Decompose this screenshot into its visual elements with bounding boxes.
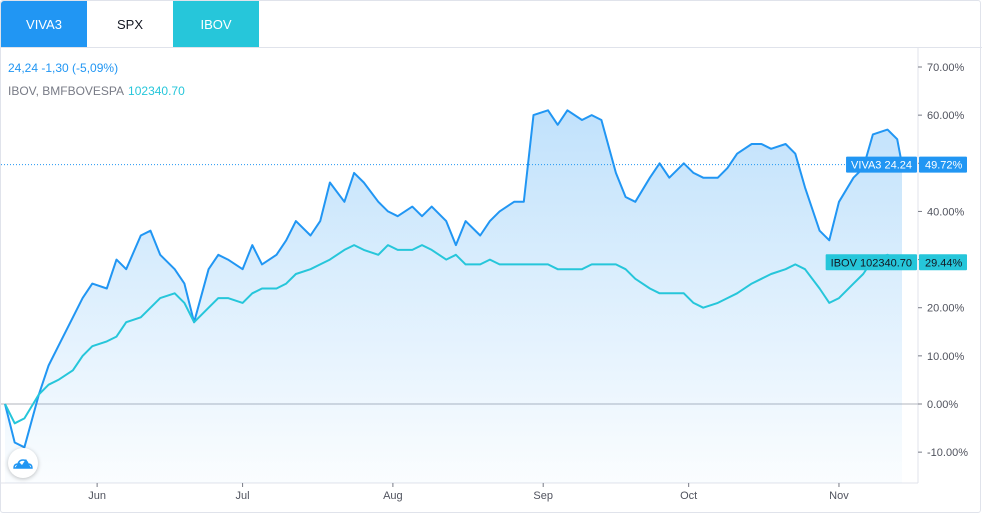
tradingview-logo[interactable] [8, 448, 38, 478]
ibov-series-line [4, 244, 903, 425]
tab-viva3[interactable]: VIVA3 [1, 1, 87, 47]
ibov-marker-label: IBOV 102340.70 [831, 257, 912, 269]
ibov-marker-pct: 29.44% [925, 257, 963, 269]
legend-compare-label: IBOV, BMFBOVESPA [8, 84, 125, 98]
x-tick-label: Sep [533, 490, 553, 502]
y-tick-label: 70.00% [927, 62, 965, 74]
tab-spx[interactable]: SPX [87, 1, 173, 47]
viva3-marker-pct: 49.72% [925, 160, 963, 172]
legend-main-values: 24,24 -1,30 (-5,09%) [8, 61, 119, 75]
viva3-series-line [4, 109, 903, 449]
x-tick-label: Jul [236, 490, 250, 502]
time-axis[interactable]: Jun Jul Aug Sep Oct Nov [88, 483, 849, 502]
x-tick-label: Jun [88, 490, 106, 502]
x-tick-label: Aug [383, 490, 403, 502]
symbol-tabs: VIVA3 SPX IBOV [1, 1, 259, 47]
y-tick-label: 20.00% [927, 303, 965, 315]
tab-ibov[interactable]: IBOV [173, 1, 259, 47]
legend-compare-value: 102340.70 [128, 84, 185, 98]
y-tick-label: 10.00% [927, 351, 965, 363]
x-tick-label: Oct [680, 490, 697, 502]
y-tick-label: 0.00% [927, 399, 958, 411]
y-tick-label: 40.00% [927, 206, 965, 218]
viva3-area [5, 110, 902, 484]
x-tick-label: Nov [829, 490, 849, 502]
viva3-marker-label: VIVA3 24.24 [851, 160, 912, 172]
cloud-chart-icon [13, 459, 33, 469]
legend-compare: IBOV, BMFBOVESPA 102340.70 [8, 84, 185, 98]
viva3-price-marker: VIVA3 24.24 49.72% [846, 156, 967, 173]
y-tick-label: 60.00% [927, 110, 965, 122]
tab-divider [1, 47, 982, 48]
y-tick-label: -10.00% [927, 447, 968, 459]
ibov-price-marker: IBOV 102340.70 29.44% [825, 254, 967, 271]
